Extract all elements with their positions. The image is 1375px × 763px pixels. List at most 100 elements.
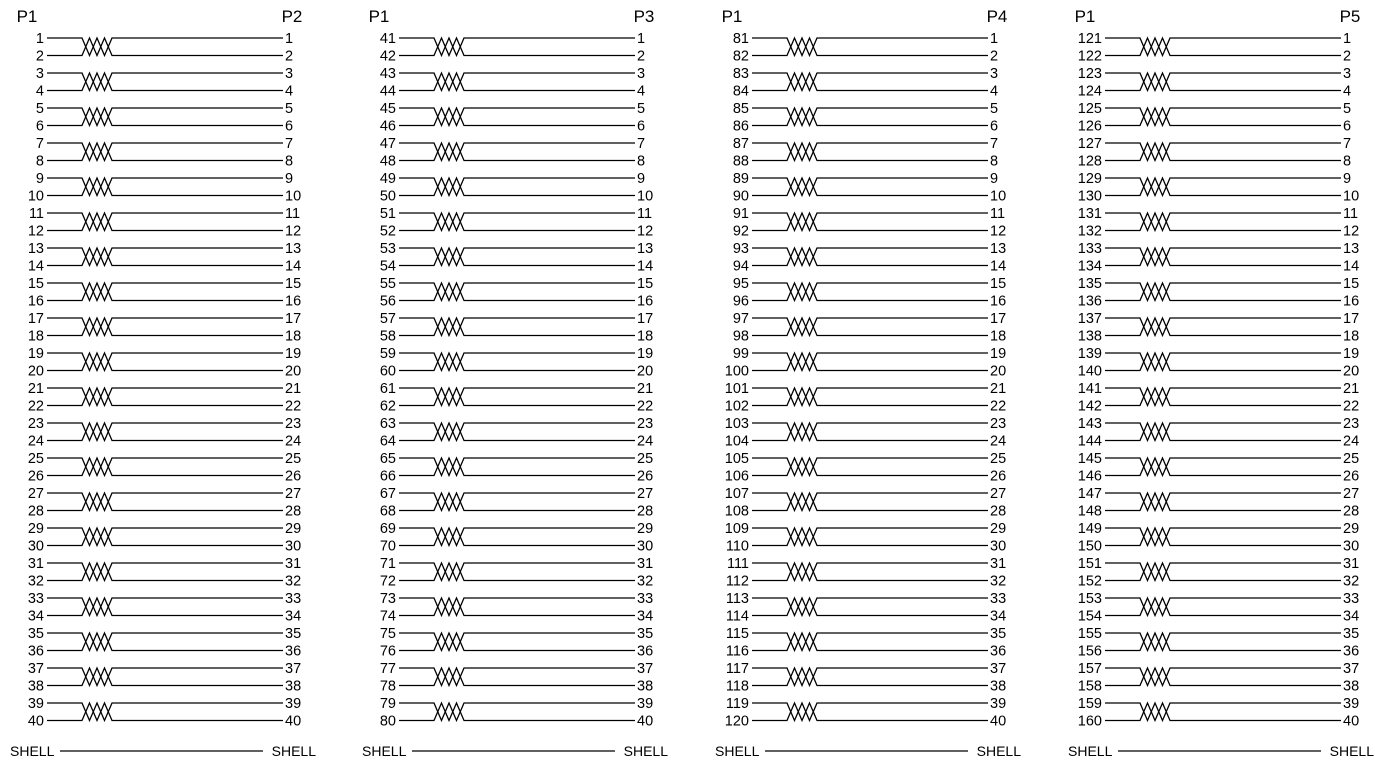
right-pin-label: 8 — [990, 154, 998, 170]
twisted-pair-wire-a — [399, 246, 635, 268]
left-pin-label: 146 — [1078, 469, 1102, 485]
right-pin-label: 33 — [1343, 591, 1359, 607]
left-pin-label: 160 — [1078, 714, 1102, 730]
right-pin-label: 9 — [990, 171, 998, 187]
twisted-pair-wire-a — [399, 351, 635, 373]
right-pin-label: 2 — [637, 49, 645, 65]
twisted-pair-wire-a — [1105, 666, 1341, 688]
panel-4-left-header: P1 — [1075, 7, 1096, 26]
left-pin-label: 152 — [1078, 574, 1102, 590]
twisted-pair-wire-a — [752, 36, 988, 58]
twisted-pair-wire-b — [752, 246, 988, 268]
right-pin-label: 2 — [285, 49, 293, 65]
twisted-pair-wire-a — [752, 351, 988, 373]
left-pin-label: 157 — [1078, 661, 1102, 677]
twisted-pair-wire-b — [1105, 596, 1341, 618]
left-pin-label: 140 — [1078, 364, 1102, 380]
left-pin-label: 55 — [380, 276, 396, 292]
right-pin-label: 8 — [637, 154, 645, 170]
right-pin-label: 19 — [285, 346, 301, 362]
left-pin-label: 67 — [380, 486, 396, 502]
left-pin-label: 60 — [380, 364, 396, 380]
twisted-pair-wire-a — [1105, 491, 1341, 513]
right-pin-label: 39 — [637, 696, 653, 712]
twisted-pair-wire-b — [47, 351, 283, 373]
right-pin-label: 22 — [285, 399, 301, 415]
right-pin-label: 34 — [1343, 609, 1359, 625]
left-pin-label: 5 — [36, 101, 44, 117]
left-pin-label: 88 — [733, 154, 749, 170]
right-pin-label: 1 — [637, 31, 645, 47]
right-pin-label: 36 — [637, 644, 653, 660]
twisted-pair-wire-a — [47, 421, 283, 443]
left-pin-label: 53 — [380, 241, 396, 257]
panel-4-shell-right-label: SHELL — [1330, 743, 1375, 759]
twisted-pair-wire-b — [752, 211, 988, 233]
twisted-pair-wire-b — [399, 596, 635, 618]
twisted-pair-wire-a — [47, 71, 283, 93]
right-pin-label: 17 — [990, 311, 1006, 327]
right-pin-label: 21 — [990, 381, 1006, 397]
right-pin-label: 36 — [990, 644, 1006, 660]
twisted-pair-wire-a — [399, 316, 635, 338]
left-pin-label: 80 — [380, 714, 396, 730]
right-pin-label: 27 — [637, 486, 653, 502]
left-pin-label: 9 — [36, 171, 44, 187]
twisted-pair-wire-b — [399, 36, 635, 58]
twisted-pair-wire-a — [752, 106, 988, 128]
left-pin-label: 81 — [733, 31, 749, 47]
right-pin-label: 13 — [285, 241, 301, 257]
twisted-pair-wire-b — [47, 386, 283, 408]
twisted-pair-wire-b — [47, 561, 283, 583]
right-pin-label: 7 — [990, 136, 998, 152]
left-pin-label: 13 — [28, 241, 44, 257]
twisted-pair-wire-b — [1105, 176, 1341, 198]
left-pin-label: 130 — [1078, 189, 1102, 205]
left-pin-label: 20 — [28, 364, 44, 380]
twisted-pair-wire-a — [47, 106, 283, 128]
right-pin-label: 29 — [285, 521, 301, 537]
left-pin-label: 31 — [28, 556, 44, 572]
right-pin-label: 35 — [637, 626, 653, 642]
right-pin-label: 17 — [1343, 311, 1359, 327]
left-pin-label: 54 — [380, 259, 396, 275]
right-pin-label: 6 — [990, 119, 998, 135]
twisted-pair-wire-b — [1105, 211, 1341, 233]
twisted-pair-wire-a — [1105, 176, 1341, 198]
twisted-pair-wire-b — [47, 666, 283, 688]
right-pin-label: 3 — [990, 66, 998, 82]
left-pin-label: 87 — [733, 136, 749, 152]
right-pin-label: 4 — [285, 84, 293, 100]
left-pin-label: 150 — [1078, 539, 1102, 555]
right-pin-label: 1 — [990, 31, 998, 47]
twisted-pair-wire-b — [399, 561, 635, 583]
right-pin-label: 38 — [1343, 679, 1359, 695]
right-pin-label: 40 — [990, 714, 1006, 730]
twisted-pair-wire-b — [1105, 246, 1341, 268]
right-pin-label: 23 — [990, 416, 1006, 432]
right-pin-label: 6 — [285, 119, 293, 135]
right-pin-label: 18 — [637, 329, 653, 345]
left-pin-label: 29 — [28, 521, 44, 537]
left-pin-label: 136 — [1078, 294, 1102, 310]
right-pin-label: 11 — [990, 206, 1005, 222]
right-pin-label: 12 — [285, 224, 301, 240]
left-pin-label: 135 — [1078, 276, 1102, 292]
left-pin-label: 44 — [380, 84, 396, 100]
twisted-pair-wire-a — [399, 561, 635, 583]
left-pin-label: 69 — [380, 521, 396, 537]
left-pin-label: 73 — [380, 591, 396, 607]
twisted-pair-wire-a — [399, 71, 635, 93]
right-pin-label: 4 — [637, 84, 645, 100]
right-pin-label: 9 — [285, 171, 293, 187]
left-pin-label: 127 — [1078, 136, 1102, 152]
right-pin-label: 32 — [285, 574, 301, 590]
right-pin-label: 37 — [1343, 661, 1359, 677]
left-pin-label: 64 — [380, 434, 396, 450]
twisted-pair-wire-a — [399, 631, 635, 653]
left-pin-label: 143 — [1078, 416, 1102, 432]
twisted-pair-wire-a — [1105, 316, 1341, 338]
twisted-pair-wire-b — [752, 666, 988, 688]
right-pin-label: 9 — [1343, 171, 1351, 187]
